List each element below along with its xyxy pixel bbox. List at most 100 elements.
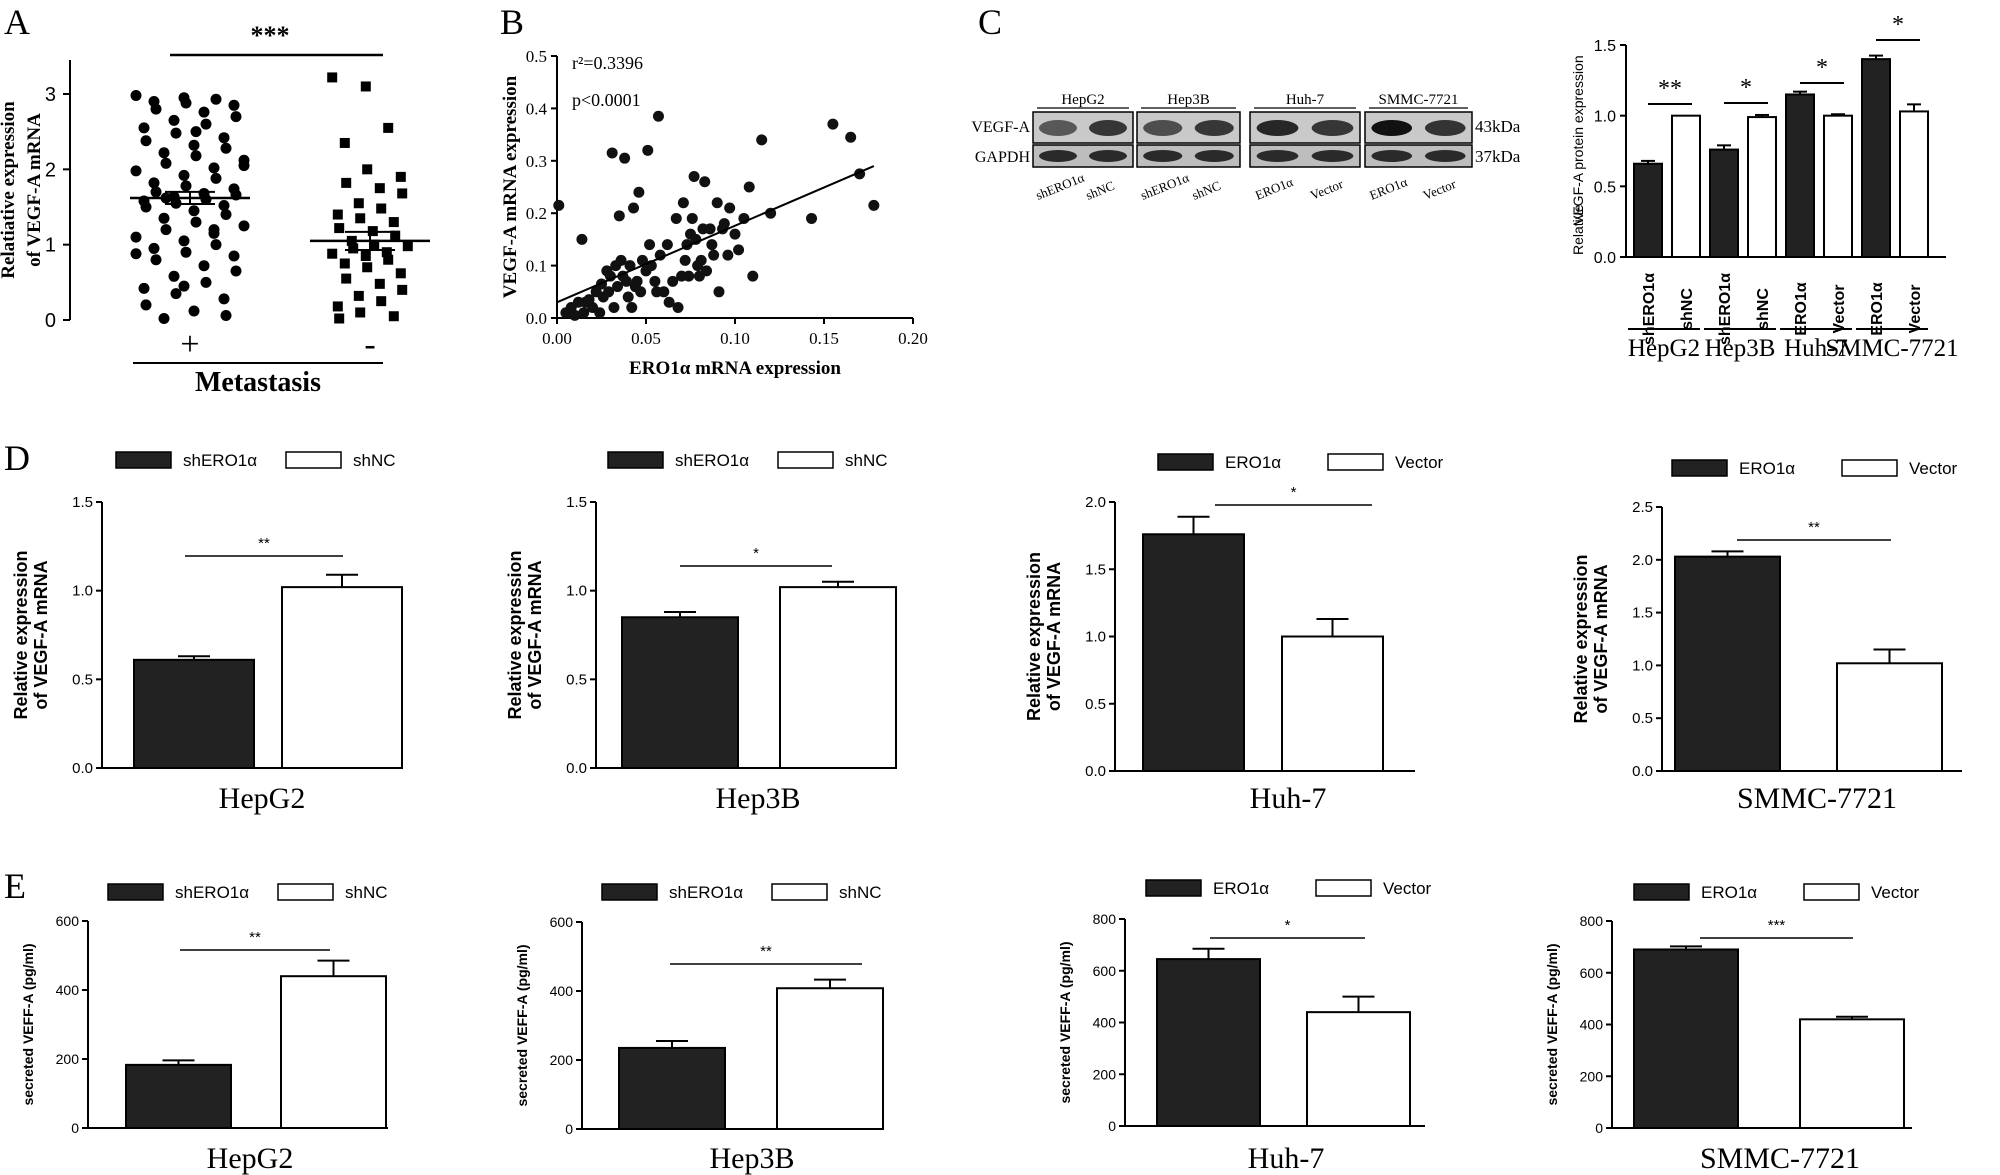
- y-axis-label-line2: of VEGF-A mRNA: [1044, 562, 1064, 711]
- lane-label: ERO1α: [1367, 174, 1409, 203]
- bar: [1674, 555, 1781, 773]
- data-point: [355, 307, 366, 318]
- x-axis-label: ERO1α mRNA expression: [629, 358, 841, 379]
- legend-label: shERO1α: [669, 883, 743, 902]
- data-point: [806, 212, 818, 224]
- y-tick-label: 0.0: [526, 309, 547, 328]
- y-axis-label-line2: VEGF-A protein expression: [1570, 55, 1586, 225]
- legend-swatch: [277, 883, 334, 901]
- category-label: Vector: [1907, 285, 1924, 334]
- data-point: [369, 239, 380, 250]
- subpanel-hep3b: 0 200 400 600 secreted VEFF-A (pg/ml) ** shERO…: [514, 883, 884, 1175]
- subpanel-title: SMMC-7721: [1700, 1142, 1860, 1175]
- gapdh-band: [1256, 150, 1299, 162]
- data-point: [208, 162, 220, 174]
- subpanel-hep3b: 0.0 0.5 1.0 1.5 Relative expression of VEGF-A…: [505, 451, 897, 815]
- data-point: [334, 223, 345, 234]
- y-axis-label-line1: Relative expression: [11, 550, 31, 719]
- bar: [1142, 533, 1245, 773]
- data-point: [160, 157, 172, 169]
- x-tick-label: 0.15: [809, 329, 839, 348]
- bar: [1633, 162, 1663, 258]
- data-point: [362, 164, 373, 175]
- data-point: [180, 246, 192, 258]
- y-tick-label: 400: [1580, 1017, 1604, 1033]
- data-point: [686, 212, 698, 224]
- data-point: [594, 307, 606, 319]
- size-label-gapdh: 37kDa: [1475, 147, 1521, 166]
- data-point: [395, 171, 406, 182]
- y-tick-label: 1.0: [1632, 657, 1653, 674]
- gapdh-band: [1194, 150, 1234, 162]
- data-point: [210, 239, 222, 251]
- lane-label: shNC: [1084, 178, 1117, 203]
- legend-label: shNC: [345, 883, 388, 902]
- y-tick-label: 0: [565, 1121, 573, 1137]
- subpanel-title: Hep3B: [710, 1142, 795, 1175]
- data-point: [190, 216, 202, 228]
- bar: [1785, 93, 1815, 259]
- legend-swatch: [1327, 453, 1384, 471]
- x-tick-label: 0.05: [631, 329, 661, 348]
- data-point: [140, 299, 152, 311]
- y-tick-label: 0.1: [526, 257, 547, 276]
- y-tick-label: 0.0: [1632, 763, 1653, 780]
- data-point: [663, 296, 675, 308]
- x-tick-label: 0.00: [542, 329, 572, 348]
- y-tick-label: 600: [1093, 963, 1117, 979]
- lane-label: Vector: [1308, 176, 1346, 203]
- subpanel-smmc-7721: 0 200 400 600 800 secreted VEFF-A (pg/ml) *** E…: [1544, 883, 1920, 1175]
- data-point: [230, 265, 242, 277]
- legend-label: shERO1α: [675, 451, 749, 470]
- legend-label: shERO1α: [183, 451, 257, 470]
- bar: [1899, 110, 1929, 258]
- data-point: [695, 254, 707, 266]
- category-label: ERO1α: [1793, 282, 1810, 336]
- data-point: [353, 198, 364, 209]
- y-tick-label: 0.0: [72, 760, 93, 777]
- bar: [125, 1063, 232, 1129]
- significance-mark: *: [1291, 484, 1297, 501]
- bar: [1709, 148, 1739, 258]
- y-tick-label: 0.5: [1594, 179, 1616, 196]
- data-point: [612, 281, 624, 293]
- y-axis-label: secreted VEFF-A (pg/ml): [1544, 943, 1560, 1105]
- data-point: [569, 309, 581, 321]
- category-label: ERO1α: [1869, 282, 1886, 336]
- y-axis-label: secreted VEFF-A (pg/ml): [20, 943, 36, 1105]
- data-point: [622, 291, 634, 303]
- x-tick-label: 0.10: [720, 329, 750, 348]
- bar: [1836, 662, 1943, 773]
- row-label-vegf: VEGF-A: [971, 119, 1030, 136]
- data-point: [397, 284, 408, 295]
- category-label: +: [180, 326, 199, 363]
- y-tick-label: 1.0: [1594, 109, 1616, 126]
- category-label: shNC: [1755, 288, 1772, 330]
- data-point: [339, 258, 350, 269]
- subpanel-title: SMMC-7721: [1737, 782, 1897, 815]
- data-point: [724, 202, 736, 214]
- y-tick-label: 1.5: [72, 494, 93, 511]
- data-point: [390, 230, 401, 241]
- data-point: [334, 313, 345, 324]
- y-axis-label: VEGF-A mRNA expression: [500, 75, 521, 298]
- y-axis-label-line1: Relative: [1570, 204, 1586, 255]
- gapdh-band: [1089, 150, 1127, 162]
- data-point: [388, 311, 399, 322]
- data-point: [355, 213, 366, 224]
- data-point: [654, 249, 666, 261]
- significance-mark: **: [1808, 519, 1820, 536]
- data-point: [649, 275, 661, 287]
- legend-label: ERO1α: [1701, 883, 1757, 902]
- y-tick-label: 0.5: [1632, 710, 1653, 727]
- data-point: [383, 254, 394, 265]
- regression-line: [556, 165, 875, 304]
- legend-label: shNC: [845, 451, 888, 470]
- y-tick-label: 200: [1580, 1068, 1604, 1084]
- data-point: [150, 254, 162, 266]
- cell-line-label: Hep3B: [1167, 92, 1210, 108]
- y-tick-label: 0: [1108, 1118, 1116, 1134]
- bar: [281, 586, 403, 769]
- y-tick-label: 1.0: [72, 583, 93, 600]
